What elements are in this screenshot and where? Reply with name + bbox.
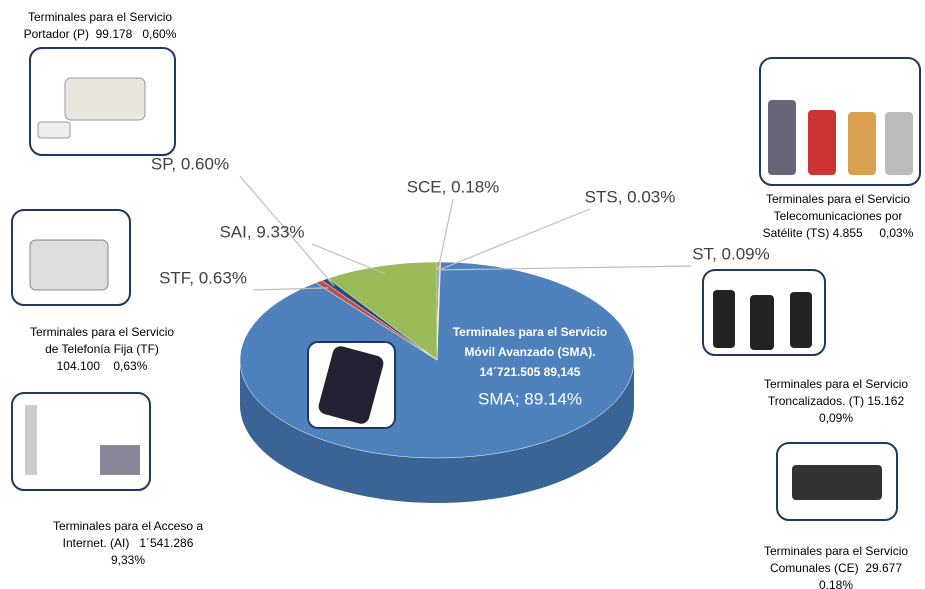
annotation: Terminales para el Servicio	[28, 10, 172, 24]
picture-box	[759, 57, 921, 186]
annotation: 0,09%	[819, 411, 853, 425]
annotation: Terminales para el Servicio	[764, 544, 908, 558]
center-label: Terminales para el Servicio	[453, 325, 608, 339]
leader-line	[437, 198, 454, 270]
data-label: ST, 0.09%	[692, 244, 770, 263]
device-icon	[37, 121, 71, 139]
data-label: SAI, 9.33%	[219, 222, 304, 241]
annotation: 104.100 0,63%	[57, 359, 148, 373]
device-icon	[790, 292, 812, 348]
leader-line	[311, 243, 385, 275]
annotation: Terminales para el Servicio	[30, 325, 174, 339]
data-label: SP, 0.60%	[151, 154, 229, 173]
device-icon	[25, 405, 37, 475]
device-icon	[885, 112, 913, 175]
annotation: Terminales para el Servicio	[764, 377, 908, 391]
device-icon	[64, 77, 146, 121]
leader-line	[252, 287, 329, 291]
leader-line	[438, 208, 591, 271]
data-label: STF, 0.63%	[159, 268, 247, 287]
annotation: Internet. (AI) 1´541.286	[63, 536, 194, 550]
device-icon	[100, 445, 140, 475]
device-pictures	[11, 47, 921, 521]
annotation: Portador (P) 99.178 0,60%	[24, 27, 177, 41]
annotation: Telecomunicaciones por	[774, 209, 903, 223]
device-icon	[750, 295, 774, 350]
annotation: Troncalizados. (T) 15.162	[768, 394, 905, 408]
device-icon	[848, 112, 876, 175]
device-icon	[792, 465, 882, 500]
data-label: SCE, 0.18%	[407, 177, 500, 196]
annotation: de Telefonía Fija (TF)	[45, 342, 159, 356]
annotation: Comunales (CE) 29.677	[770, 561, 902, 575]
annotation: Terminales para el Acceso a	[53, 519, 203, 533]
pie-slice	[327, 261, 438, 361]
data-label: STS, 0.03%	[585, 187, 676, 206]
center-label: 14´721.505 89,145	[480, 365, 581, 379]
device-icon	[29, 239, 109, 291]
leader-line	[439, 265, 692, 271]
device-icon	[768, 100, 796, 175]
leader-line	[239, 175, 335, 287]
center-label: Móvil Avanzado (SMA).	[464, 345, 595, 359]
device-icon	[318, 346, 384, 424]
device-icon	[713, 290, 735, 348]
annotation: 0.18%	[819, 578, 853, 589]
annotation: Terminales para el Servicio	[766, 192, 910, 206]
data-label: SMA; 89.14%	[478, 389, 582, 408]
device-icon	[808, 110, 836, 175]
annotation: Satélite (TS) 4.855 0,03%	[763, 226, 914, 240]
annotation: 9,33%	[111, 553, 145, 567]
